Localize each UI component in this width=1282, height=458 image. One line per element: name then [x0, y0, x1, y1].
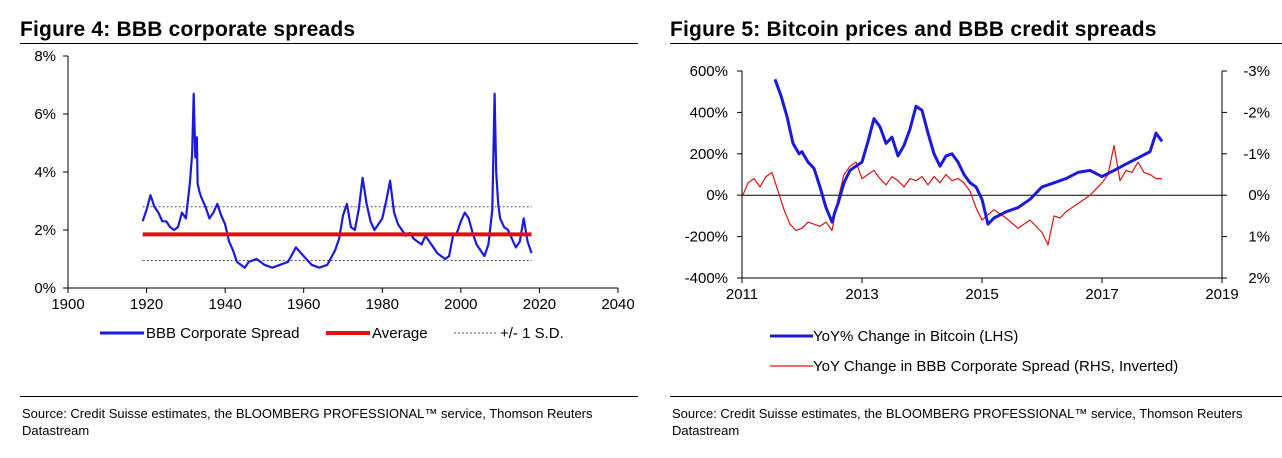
x-tick-label: 2019: [1205, 286, 1238, 303]
legend-label-sd: +/- 1 S.D.: [500, 325, 564, 342]
x-tick-label: 2000: [444, 296, 477, 313]
y-left-tick-label: -400%: [685, 270, 728, 287]
y-right-tick-label: 1%: [1248, 229, 1270, 246]
source-rule: [20, 396, 638, 397]
x-tick-label: 1980: [366, 296, 399, 313]
x-tick-label: 2040: [601, 296, 634, 313]
y-tick-label: 8%: [34, 48, 56, 65]
legend-label-bbb: YoY Change in BBB Corporate Spread (RHS,…: [813, 358, 1178, 375]
y-right-tick-label: 2%: [1248, 270, 1270, 287]
figure-4: Figure 4: BBB corporate spreads 0% 2% 4% 6%…: [20, 0, 638, 458]
bbb-spread-chart: 0% 2% 4% 6% 8% 1900 1920 1940 1960 1980 2000 2020 20…: [34, 48, 634, 342]
bbb-spread-change-line: [741, 144, 1162, 246]
figure-5: Figure 5: Bitcoin prices and BBB credit …: [670, 0, 1282, 458]
x-tick-label: 1960: [287, 296, 320, 313]
x-tick-label: 1920: [130, 296, 163, 313]
bitcoin-change-line: [773, 78, 1164, 226]
legend-label-spread: BBB Corporate Spread: [146, 325, 299, 342]
title-rule: [670, 43, 1282, 44]
y-tick-label: 6%: [34, 106, 56, 123]
figure-5-source: Source: Credit Suisse estimates, the BLO…: [672, 406, 1243, 438]
title-rule: [20, 43, 638, 44]
y-left-tick-label: 200%: [690, 146, 728, 163]
y-right-tick-label: -2%: [1243, 104, 1270, 121]
figure-4-source: Source: Credit Suisse estimates, the BLO…: [22, 406, 593, 438]
legend-label-average: Average: [372, 325, 428, 342]
figure-4-title: Figure 4: BBB corporate spreads: [20, 18, 356, 41]
y-right-tick-label: -1%: [1243, 146, 1270, 163]
x-tick-label: 2013: [845, 286, 878, 303]
x-tick-label: 1900: [51, 296, 84, 313]
x-tick-label: 2011: [726, 286, 758, 303]
y-tick-label: 0%: [34, 280, 56, 297]
y-left-tick-label: -200%: [685, 229, 728, 246]
bitcoin-bbb-chart: -400% -200% 0% 200% 400% 600% 2% 1% 0% -1% -2% -3% 2…: [685, 63, 1270, 375]
y-tick-label: 2%: [34, 222, 56, 239]
y-left-tick-label: 400%: [690, 104, 728, 121]
legend-label-bitcoin: YoY% Change in Bitcoin (LHS): [813, 328, 1018, 345]
x-tick-label: 1940: [208, 296, 241, 313]
y-left-tick-label: 0%: [706, 187, 728, 204]
source-rule: [670, 396, 1282, 397]
y-tick-label: 4%: [34, 164, 56, 181]
y-right-tick-label: -3%: [1243, 63, 1270, 80]
x-tick-label: 2015: [965, 286, 998, 303]
y-left-tick-label: 600%: [690, 63, 728, 80]
x-tick-label: 2020: [523, 296, 556, 313]
y-right-tick-label: 0%: [1248, 187, 1270, 204]
figure-5-title: Figure 5: Bitcoin prices and BBB credit …: [670, 18, 1157, 41]
x-tick-label: 2017: [1085, 286, 1118, 303]
bbb-spread-line: [141, 92, 533, 269]
